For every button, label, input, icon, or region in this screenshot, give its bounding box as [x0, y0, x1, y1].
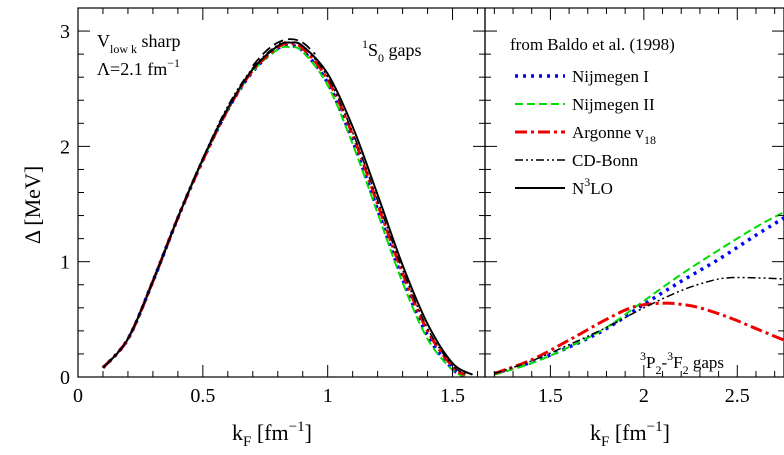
x-tick-label: 2.5	[725, 385, 750, 407]
legend-label-argonne: Argonne v18	[572, 123, 656, 147]
y-tick-label: 2	[60, 136, 70, 158]
curves-panel-right	[493, 211, 784, 376]
y-tick-label: 1	[60, 252, 70, 274]
plot-layer: 0 0.5 1 1.5 0 1 2 3 1.5 2 2.5	[60, 7, 784, 407]
x-axis-label-right: kF [fm−1]	[590, 419, 670, 450]
x-tick-label: 1	[323, 385, 333, 407]
series-argonne-v18-left	[101, 42, 466, 377]
series-nijmegen-ii-right	[494, 211, 784, 376]
cutoff-label: Λ=2.1 fm−1	[97, 56, 180, 79]
y-axis-label: Δ [MeV]	[20, 166, 45, 244]
triplet-gap-label: 3P2-3F2 gaps	[640, 349, 724, 377]
legend-title: from Baldo et al. (1998)	[510, 35, 675, 54]
series-n3lo-left	[102, 41, 474, 376]
x-tick-label: 0.5	[190, 385, 215, 407]
legend-label-cd-bonn: CD-Bonn	[572, 151, 639, 170]
series-nijmegen-ii-left	[102, 45, 466, 377]
x-axis-label-left: kF [fm−1]	[232, 419, 312, 450]
y-tick-label: 3	[60, 21, 70, 43]
series-cd-bonn-right	[494, 276, 784, 375]
legend-label-nijmegen-ii: Nijmegen II	[572, 95, 655, 114]
curves-panel-left	[101, 38, 474, 377]
series-dashed-top-left	[252, 38, 316, 67]
x-tick-label: 1.5	[538, 385, 563, 407]
singlet-gap-label: 1S0 gaps	[362, 37, 422, 65]
series-nijmegen-i-left	[101, 43, 466, 377]
legend-label-n3lo: N3LO	[572, 175, 613, 198]
legend-label-nijmegen-i: Nijmegen I	[572, 67, 649, 86]
legend: Nijmegen I Nijmegen II Argonne v18 CD-Bo…	[515, 67, 656, 198]
x-tick-label: 1.5	[440, 385, 465, 407]
y-tick-label: 0	[60, 367, 70, 389]
interaction-label: Vlow k sharp	[97, 31, 181, 56]
x-tick-label: 2	[639, 385, 649, 407]
series-argonne-v18-right	[493, 301, 784, 375]
x-tick-label: 0	[73, 385, 83, 407]
series-cd-bonn-left	[102, 41, 468, 376]
